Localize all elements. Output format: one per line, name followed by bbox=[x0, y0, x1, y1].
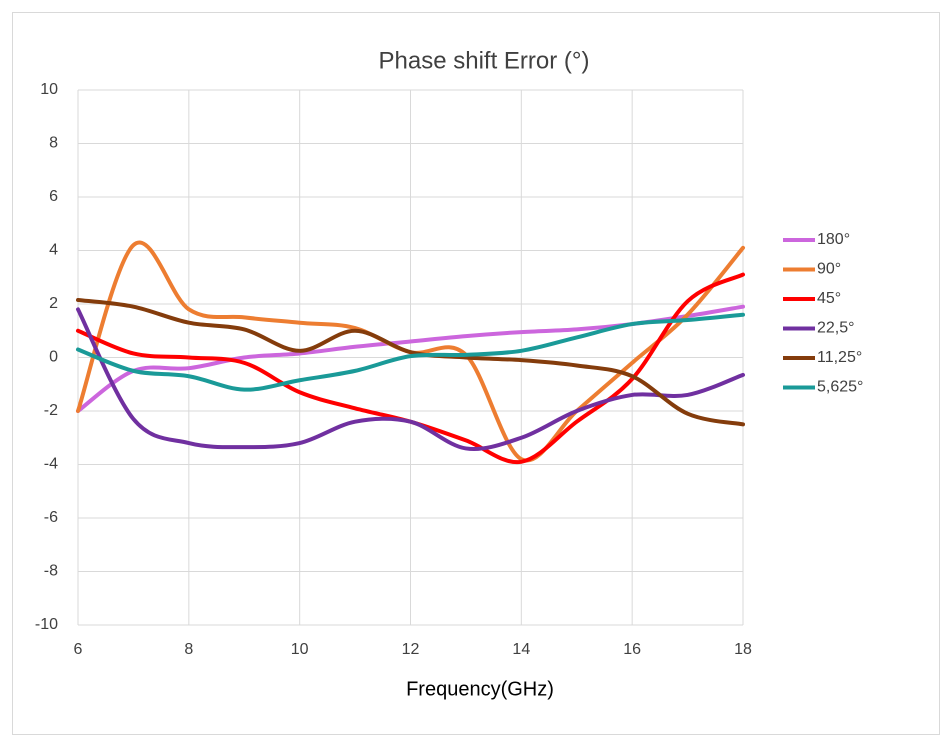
x-tick-label: 12 bbox=[402, 641, 420, 658]
y-tick-label: -8 bbox=[44, 563, 58, 580]
x-tick-label: 8 bbox=[184, 641, 193, 658]
y-tick-label: 10 bbox=[40, 81, 58, 98]
line-series bbox=[76, 307, 745, 452]
x-tick-label: 14 bbox=[512, 641, 530, 658]
y-tick-label: 6 bbox=[49, 188, 58, 205]
y-tick-label: -4 bbox=[44, 456, 58, 473]
y-tick-label: -10 bbox=[35, 616, 58, 633]
x-tick-label: 6 bbox=[74, 641, 83, 658]
y-tick-label: 8 bbox=[49, 135, 58, 152]
x-axis-label: Frequency(GHz) bbox=[406, 678, 554, 700]
y-tick-label: 2 bbox=[49, 295, 58, 312]
chart-title: Phase shift Error (°) bbox=[379, 47, 590, 74]
legend-label: 5,625° bbox=[817, 379, 863, 396]
y-tick-label: -2 bbox=[44, 402, 58, 419]
y-tick-label: -6 bbox=[44, 509, 58, 526]
legend-label: 180° bbox=[817, 231, 850, 248]
legend-label: 45° bbox=[817, 290, 841, 307]
y-tick-label: 4 bbox=[49, 242, 58, 259]
x-tick-label: 10 bbox=[291, 641, 309, 658]
line-series bbox=[76, 312, 745, 392]
legend-label: 11,25° bbox=[817, 349, 862, 366]
x-tick-label: 18 bbox=[734, 641, 752, 658]
y-tick-label: 0 bbox=[49, 349, 58, 366]
line-series bbox=[76, 297, 745, 427]
legend-label: 22,5° bbox=[817, 320, 855, 337]
legend-label: 90° bbox=[817, 261, 841, 278]
x-tick-label: 16 bbox=[623, 641, 641, 658]
